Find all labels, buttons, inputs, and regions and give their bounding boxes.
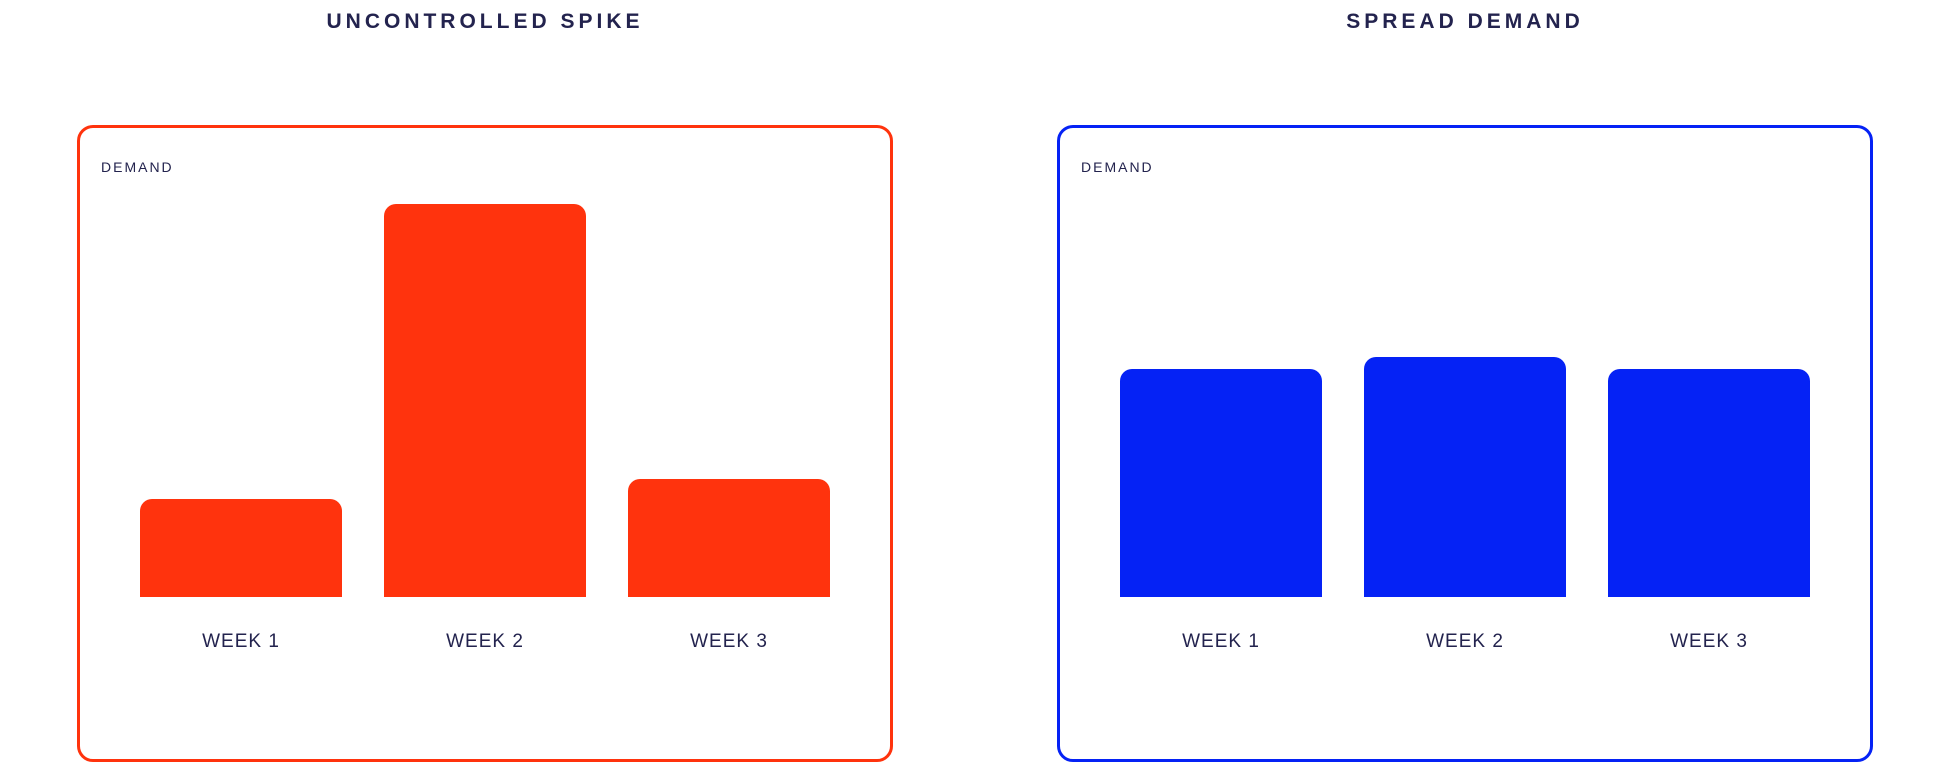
- spread-demand-chart: SPREAD DEMAND DEMAND WEEK 1 WEEK 2 WEEK 3: [1057, 0, 1873, 762]
- bar-week-3: [628, 479, 830, 597]
- bar-column: WEEK 1: [1120, 369, 1322, 655]
- chart-frame: DEMAND WEEK 1 WEEK 2 WEEK 3: [1057, 125, 1873, 762]
- bar-week-2: [1364, 357, 1566, 597]
- y-axis-label: DEMAND: [101, 159, 174, 175]
- bar-column: WEEK 3: [1608, 369, 1810, 655]
- category-label: WEEK 1: [202, 631, 280, 652]
- bar-week-1: [140, 499, 342, 597]
- bar-column: WEEK 2: [384, 204, 586, 655]
- bars-area: WEEK 1 WEEK 2 WEEK 3: [80, 204, 890, 655]
- category-label: WEEK 2: [1426, 631, 1504, 652]
- uncontrolled-spike-chart: UNCONTROLLED SPIKE DEMAND WEEK 1 WEEK 2 WE…: [77, 0, 893, 762]
- category-label: WEEK 3: [690, 631, 768, 652]
- bar-column: WEEK 2: [1364, 357, 1566, 655]
- bar-column: WEEK 3: [628, 479, 830, 655]
- bar-week-1: [1120, 369, 1322, 597]
- chart-frame: DEMAND WEEK 1 WEEK 2 WEEK 3: [77, 125, 893, 762]
- chart-title: SPREAD DEMAND: [1346, 10, 1584, 33]
- bar-column: WEEK 1: [140, 499, 342, 655]
- category-label: WEEK 3: [1670, 631, 1748, 652]
- category-label: WEEK 1: [1182, 631, 1260, 652]
- bar-week-2: [384, 204, 586, 597]
- chart-title: UNCONTROLLED SPIKE: [326, 10, 644, 33]
- y-axis-label: DEMAND: [1081, 159, 1154, 175]
- category-label: WEEK 2: [446, 631, 524, 652]
- bar-week-3: [1608, 369, 1810, 597]
- bars-area: WEEK 1 WEEK 2 WEEK 3: [1060, 357, 1870, 655]
